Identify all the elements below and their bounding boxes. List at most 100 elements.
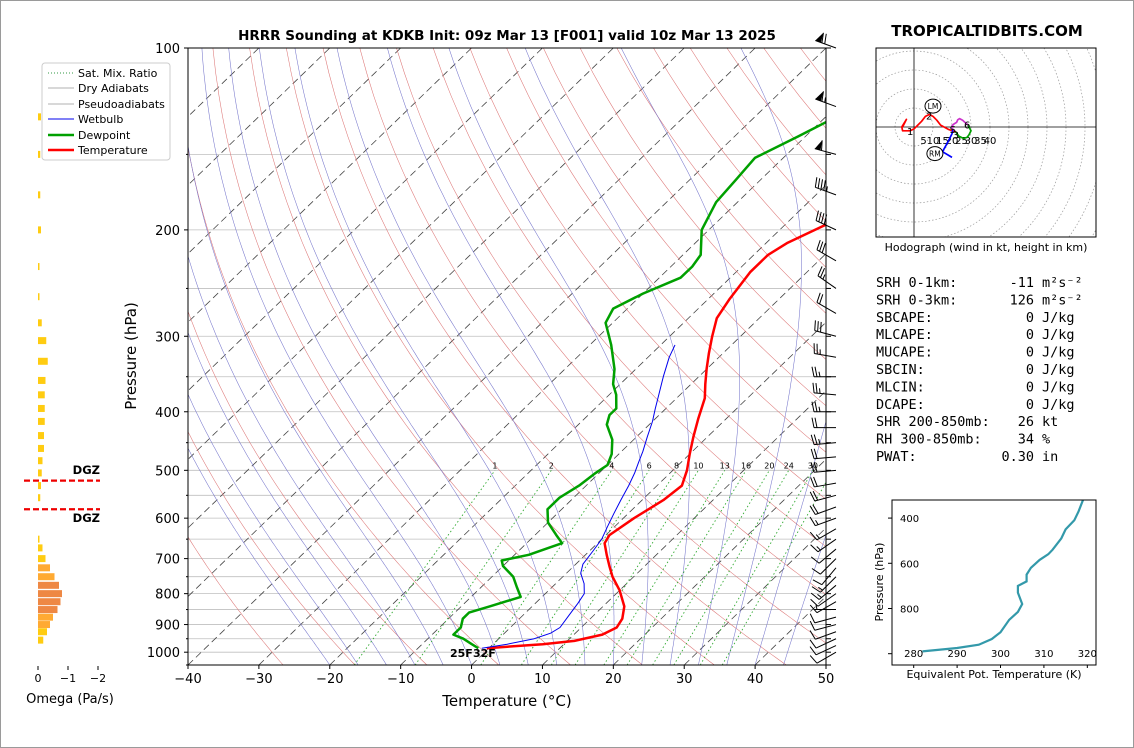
barb-staff [814, 624, 837, 631]
omega-bar [38, 376, 46, 384]
theta-e-x-tick-label: 320 [1078, 649, 1097, 660]
wind-barb [814, 140, 837, 155]
wind-barb [811, 576, 837, 593]
omega-bar [38, 444, 44, 452]
barb-staff [815, 186, 837, 196]
moist-adiabat [188, 447, 331, 665]
barb-staff [818, 548, 837, 564]
mixing-ratio-label: 4 [609, 461, 614, 470]
barb-full [811, 401, 815, 412]
theta-e-panel: 280 290 300 310 320 400 600 800 [888, 500, 1097, 668]
barb-staff [816, 528, 837, 541]
omega-bar [38, 293, 40, 301]
hodograph-range-label: 25 [955, 136, 968, 147]
index-value: 0 [1026, 345, 1034, 361]
hodograph-range-label: 10 [927, 136, 940, 147]
omega-bar [38, 628, 47, 636]
mixing-ratio-label: 1 [492, 461, 497, 470]
barb-staff [815, 40, 837, 49]
barb-full [814, 177, 818, 188]
wind-barb [810, 593, 837, 607]
barb-full [811, 586, 821, 593]
wind-barb [811, 366, 836, 378]
moist-adiabat [188, 255, 416, 665]
wind-barb [809, 645, 837, 656]
moist-adiabat [188, 331, 387, 665]
hodograph-range-label: 35 [974, 136, 987, 147]
legend-label-wetbulb: Wetbulb [78, 113, 123, 126]
dry-adiabat [286, 48, 715, 665]
barb-staff [814, 330, 837, 337]
moist-adiabat [754, 420, 826, 665]
x-tick-label: 30 [676, 672, 693, 687]
barb-full [809, 630, 816, 640]
barb-full [811, 417, 815, 428]
hodograph-range-label: 5 [920, 136, 926, 147]
isotherm [188, 48, 543, 392]
index-value: 34 [1018, 432, 1034, 448]
index-label: SBCAPE: [876, 310, 933, 326]
hodograph-frame [875, 47, 1097, 238]
skewt-axes: −40 −30 −20 −10 0 10 20 30 40 50 100 200 300 400 500 60… [147, 42, 834, 687]
omega-bar [38, 404, 45, 412]
moist-adiabat [188, 143, 444, 665]
omega-bar [38, 191, 41, 199]
theta-e-x-tick-label: 310 [1034, 649, 1053, 660]
skewt-plot-frame [187, 47, 827, 666]
mixing-ratio-line [550, 470, 677, 665]
hodograph-marker-circle [926, 146, 944, 162]
wind-barb [812, 567, 837, 586]
barb-full [817, 321, 819, 332]
wind-barb [810, 434, 837, 446]
wind-barb [809, 516, 837, 527]
barb-full [812, 490, 819, 501]
mixing-ratio-line [673, 470, 790, 665]
wind-barb [810, 584, 837, 600]
moist-adiabat [448, 48, 649, 665]
x-tick-label: 20 [605, 672, 622, 687]
barb-half [815, 520, 819, 525]
moist-adiabat [336, 48, 586, 665]
omega-bar [38, 457, 43, 465]
barb-staff [817, 275, 837, 289]
isotherm [188, 48, 331, 186]
barb-full [813, 462, 818, 473]
skewt-background: 1 2 4 6 8 10 13 16 20 24 30 36 [188, 48, 826, 665]
mixing-ratio-label: 16 [741, 461, 751, 470]
barb-full [813, 434, 818, 445]
barb-half [826, 186, 828, 192]
barb-full [809, 531, 818, 541]
wind-barb [810, 476, 837, 488]
barb-full [810, 598, 819, 607]
index-value: 0 [1026, 310, 1034, 326]
mixing-ratio-line [652, 470, 770, 665]
barb-full [811, 568, 821, 575]
wind-barb [811, 417, 836, 429]
y-tick-label: 900 [155, 619, 180, 634]
series-wetbulb [481, 344, 676, 649]
barb-staff [814, 482, 837, 488]
moist-adiabat [259, 48, 529, 665]
wind-barb [809, 630, 837, 640]
barb-half [818, 406, 821, 412]
omega-axis-label: Omega (Pa/s) [26, 692, 114, 707]
barb-staff [817, 538, 837, 553]
barb-flag [815, 32, 824, 43]
mixing-ratio-line [699, 470, 814, 665]
y-tick-label: 800 [155, 588, 180, 603]
omega-tick-label: −1 [60, 672, 76, 685]
barb-half [815, 604, 818, 610]
dry-adiabat [432, 48, 826, 547]
dry-adiabat [188, 431, 356, 665]
y-tick-label: 100 [155, 42, 180, 57]
isotherm [471, 321, 826, 665]
moist-adiabat [620, 48, 740, 665]
isotherm [683, 527, 826, 665]
theta-e-y-tick-label: 800 [900, 604, 919, 615]
index-unit: J/kg [1042, 345, 1075, 361]
barb-staff [814, 442, 837, 446]
barb-full [821, 91, 824, 102]
isotherm [542, 390, 826, 665]
barb-full [812, 504, 819, 514]
wind-barb [809, 528, 837, 541]
